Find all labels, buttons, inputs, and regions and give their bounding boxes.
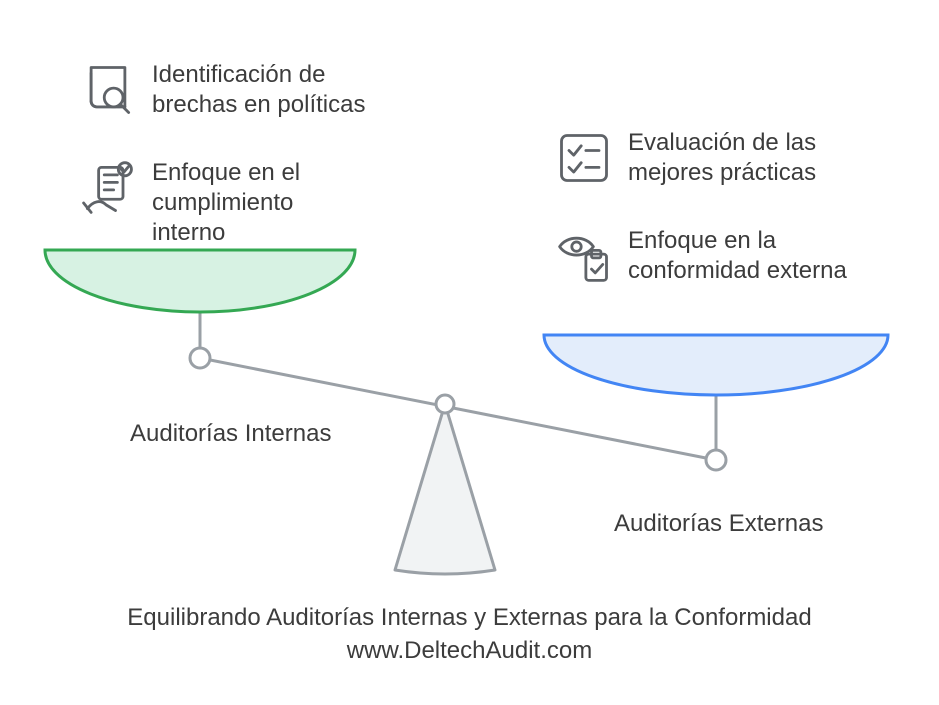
right-item-2-text: Enfoque en la conformidad externa bbox=[628, 226, 848, 286]
left-item-2-text: Enfoque en el cumplimiento interno bbox=[152, 158, 372, 248]
right-side-label: Auditorías Externas bbox=[614, 510, 823, 538]
right-item-2: Enfoque en la conformidad externa bbox=[554, 226, 848, 286]
left-item-2: Enfoque en el cumplimiento interno bbox=[78, 158, 372, 248]
checklist-box-icon bbox=[554, 128, 614, 188]
left-item-1: Identificación de brechas en políticas bbox=[78, 60, 372, 120]
book-search-icon bbox=[78, 60, 138, 120]
caption-line-2: www.DeltechAudit.com bbox=[0, 635, 939, 667]
diagram-root: Identificación de brechas en políticas E… bbox=[0, 0, 939, 705]
left-item-1-text: Identificación de brechas en políticas bbox=[152, 60, 372, 120]
right-item-1: Evaluación de las mejores prácticas bbox=[554, 128, 848, 188]
clipboard-hand-icon bbox=[78, 158, 138, 218]
caption: Equilibrando Auditorías Internas y Exter… bbox=[0, 602, 939, 667]
right-item-1-text: Evaluación de las mejores prácticas bbox=[628, 128, 848, 188]
left-side-label: Auditorías Internas bbox=[130, 420, 331, 448]
eye-clipboard-icon bbox=[554, 226, 614, 286]
caption-line-1: Equilibrando Auditorías Internas y Exter… bbox=[0, 602, 939, 634]
